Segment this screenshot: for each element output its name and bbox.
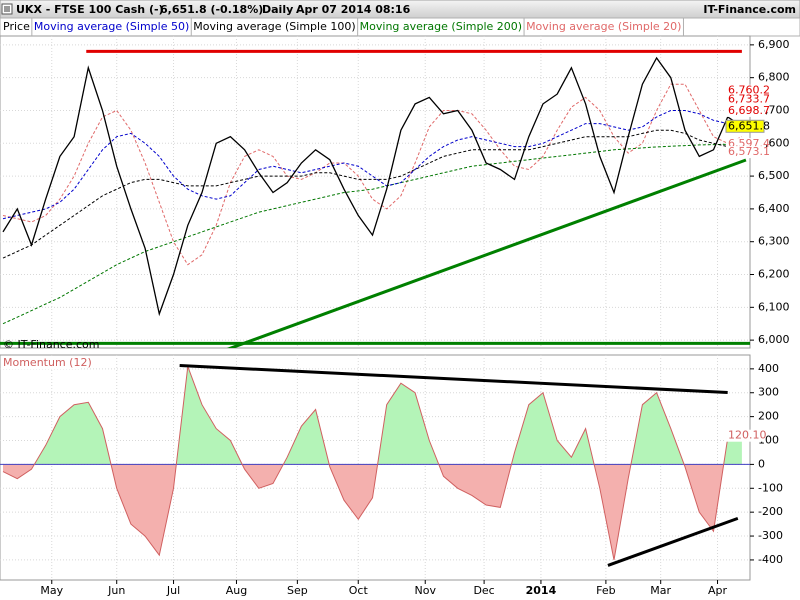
negative-area: [3, 464, 742, 560]
plot-area: [0, 355, 750, 580]
copyright: © IT-Finance.com: [3, 338, 100, 351]
momentum-line: [2, 366, 742, 560]
y-tick-label: -400: [758, 553, 783, 566]
axis-tag: 6,651.8: [728, 119, 770, 132]
x-tick-label: Aug: [226, 584, 247, 597]
positive-area-group: [34, 366, 742, 465]
x-tick-label: Sep: [287, 584, 308, 597]
y-tick-label: -200: [758, 505, 783, 518]
x-tick-label: Dec: [473, 584, 494, 597]
x-tick-label: Jul: [166, 584, 180, 597]
x-tick-label: Apr: [708, 584, 728, 597]
y-tick-label: -100: [758, 481, 783, 494]
x-tick-label: Feb: [596, 584, 615, 597]
datetime: Apr 07 2014 08:16: [296, 3, 411, 16]
y-tick-label: 6,300: [758, 235, 790, 248]
y-tick-label: 6,500: [758, 169, 790, 182]
axis-tag: 6,733.7: [728, 92, 770, 105]
price-panel: [0, 35, 751, 349]
legend-entry: Moving average (Simple 200): [360, 20, 522, 33]
y-tick-label: 6,600: [758, 136, 790, 149]
x-tick-label: Mar: [650, 584, 671, 597]
y-tick-label: -300: [758, 529, 783, 542]
axis-tag-box: [726, 93, 764, 106]
axis-tag-box: [726, 104, 764, 117]
axis-tag: 120.10: [728, 429, 767, 442]
legend-entry: Moving average (Simple 20): [526, 20, 681, 33]
panel-title-box: [1, 356, 81, 369]
axis-tag-box: [726, 429, 764, 442]
period: Daily: [262, 3, 293, 16]
moving-average-line: [2, 110, 742, 220]
y-tick-label: 6,400: [758, 202, 790, 215]
axis-tag: 6,573.1: [728, 145, 770, 158]
symbol: UKX - FTSE 100 Cash (-): [16, 3, 164, 16]
y-tick-label: 200: [758, 410, 779, 423]
y-tick-label: 0: [758, 457, 765, 470]
quote: 6,651.8 (-0.18%): [160, 3, 263, 16]
trend-line: [607, 516, 739, 567]
y-tick-label: 6,800: [758, 71, 790, 84]
x-tick-label: Nov: [415, 584, 437, 597]
plot-area: [0, 36, 750, 348]
moving-average-line: [2, 143, 742, 325]
legend-entry: Moving average (Simple 100): [193, 20, 355, 33]
x-tick-label: May: [40, 584, 63, 597]
y-tick-label: 400: [758, 362, 779, 375]
axis-tag-box: [726, 146, 764, 159]
x-tick-label: Oct: [349, 584, 369, 597]
positive-area: [34, 366, 742, 465]
y-tick-label: 6,000: [758, 333, 790, 346]
panel-title: Momentum (12): [3, 356, 92, 369]
moving-average-line: [2, 129, 743, 259]
x-tick-label: Jun: [107, 584, 125, 597]
axis-tag: 6,698.7: [728, 104, 770, 117]
momentum-panel: [0, 354, 751, 581]
moving-average-line: [2, 83, 743, 266]
legend-entry: Moving average (Simple 50): [34, 20, 189, 33]
y-tick-label: 6,100: [758, 300, 790, 313]
price-line: [2, 56, 743, 317]
x-tick-label: 2014: [526, 584, 557, 597]
y-tick-label: 6,200: [758, 268, 790, 281]
negative-area-group: [3, 464, 742, 560]
y-tick-label: 6,900: [758, 38, 790, 51]
trend-line: [226, 158, 747, 348]
y-tick-label: 300: [758, 386, 779, 399]
y-tick-label: 6,700: [758, 103, 790, 116]
brand: IT-Finance.com: [703, 3, 796, 16]
axis-tag-box: [725, 119, 765, 133]
trend-line: [179, 364, 728, 394]
legend-entry: Price: [3, 20, 30, 33]
menu-icon-lines: [4, 6, 10, 12]
